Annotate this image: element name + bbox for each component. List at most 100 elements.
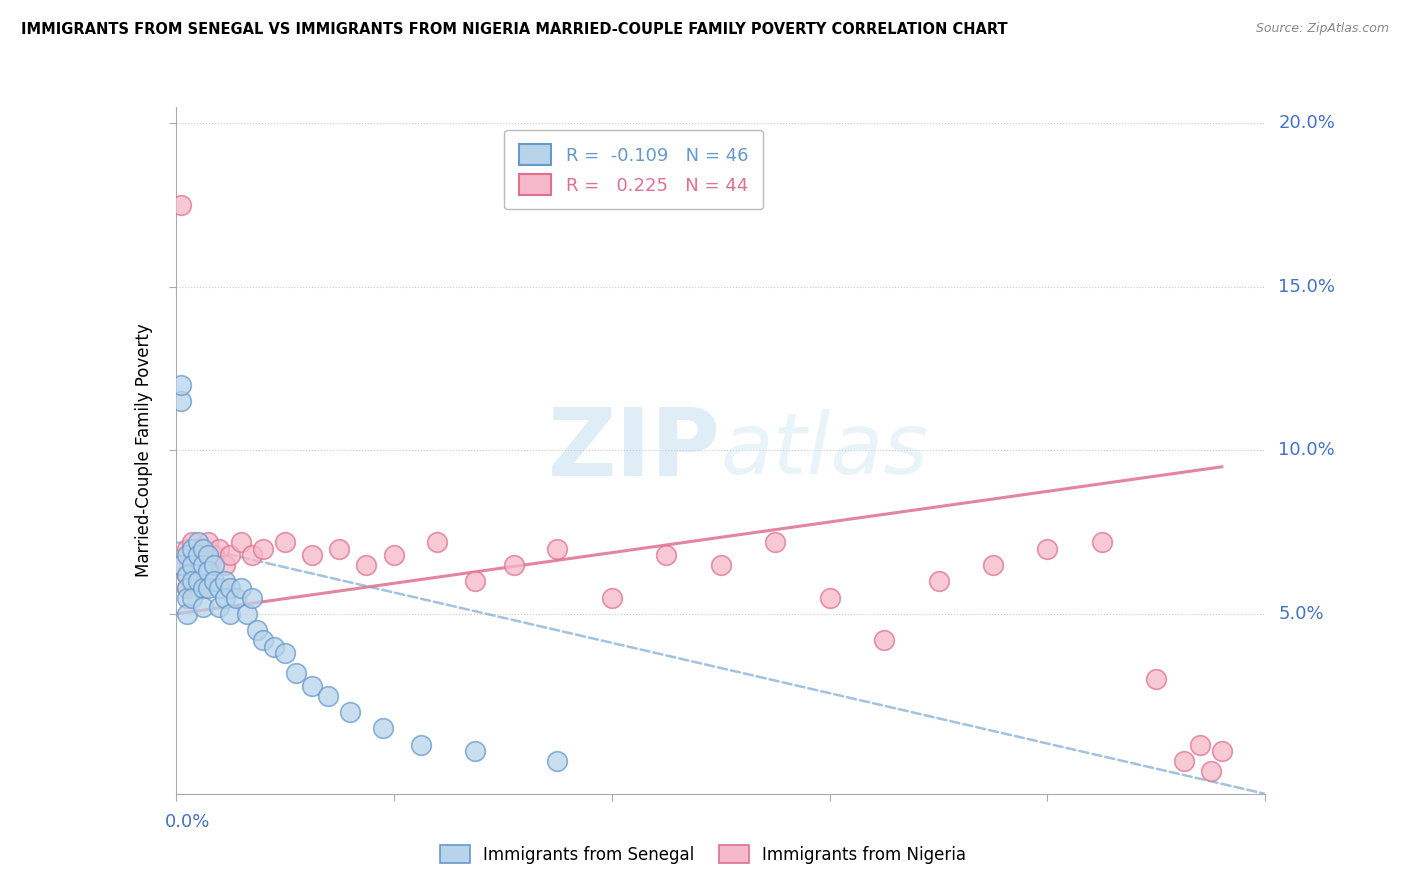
Point — [301, 548, 323, 562]
Point — [208, 581, 231, 595]
Point — [328, 541, 350, 556]
Point — [219, 548, 242, 562]
Point — [546, 754, 568, 768]
Point — [202, 558, 225, 572]
Point — [301, 679, 323, 693]
Point — [191, 558, 214, 572]
Point — [208, 600, 231, 615]
Point — [176, 541, 198, 556]
Text: 10.0%: 10.0% — [1278, 442, 1336, 459]
Point — [1173, 754, 1195, 768]
Point — [763, 535, 786, 549]
Point — [225, 591, 247, 605]
Point — [231, 581, 253, 595]
Point — [202, 548, 225, 562]
Point — [170, 394, 193, 409]
Point — [546, 541, 568, 556]
Point — [176, 567, 198, 582]
Point — [176, 548, 198, 562]
Point — [214, 591, 236, 605]
Text: 15.0%: 15.0% — [1278, 278, 1336, 296]
Text: Source: ZipAtlas.com: Source: ZipAtlas.com — [1256, 22, 1389, 36]
Point — [176, 581, 198, 595]
Point — [197, 581, 219, 595]
Point — [710, 558, 733, 572]
Point — [502, 558, 524, 572]
Text: 5.0%: 5.0% — [1278, 605, 1324, 623]
Point — [181, 535, 204, 549]
Point — [1091, 535, 1114, 549]
Point — [170, 198, 193, 212]
Point — [181, 591, 204, 605]
Point — [1211, 744, 1233, 758]
Point — [240, 548, 263, 562]
Point — [186, 574, 209, 589]
Point — [186, 548, 209, 562]
Point — [231, 535, 253, 549]
Point — [600, 591, 623, 605]
Point — [219, 607, 242, 621]
Point — [464, 744, 486, 758]
Point — [191, 581, 214, 595]
Point — [284, 665, 307, 680]
Point — [235, 607, 257, 621]
Point — [181, 558, 204, 572]
Point — [176, 607, 198, 621]
Point — [170, 378, 193, 392]
Point — [655, 548, 678, 562]
Point — [818, 591, 841, 605]
Point — [409, 738, 432, 752]
Point — [176, 567, 198, 582]
Point — [1199, 764, 1222, 778]
Point — [318, 689, 340, 703]
Point — [208, 541, 231, 556]
Point — [873, 633, 896, 648]
Point — [170, 558, 193, 572]
Point — [339, 705, 361, 719]
Point — [928, 574, 950, 589]
Point — [1189, 738, 1212, 752]
Text: atlas: atlas — [721, 409, 928, 492]
Point — [356, 558, 378, 572]
Point — [1036, 541, 1059, 556]
Text: IMMIGRANTS FROM SENEGAL VS IMMIGRANTS FROM NIGERIA MARRIED-COUPLE FAMILY POVERTY: IMMIGRANTS FROM SENEGAL VS IMMIGRANTS FR… — [21, 22, 1008, 37]
Point — [1144, 673, 1167, 687]
Point — [176, 581, 198, 595]
Point — [240, 591, 263, 605]
Point — [197, 535, 219, 549]
Point — [426, 535, 449, 549]
Point — [252, 541, 274, 556]
Text: 20.0%: 20.0% — [1278, 114, 1336, 132]
Legend: R =  -0.109   N = 46, R =   0.225   N = 44: R = -0.109 N = 46, R = 0.225 N = 44 — [505, 130, 762, 210]
Point — [191, 541, 214, 556]
Point — [191, 548, 214, 562]
Point — [382, 548, 405, 562]
Point — [274, 646, 297, 660]
Y-axis label: Married-Couple Family Poverty: Married-Couple Family Poverty — [135, 324, 153, 577]
Point — [214, 558, 236, 572]
Point — [181, 558, 204, 572]
Point — [170, 558, 193, 572]
Point — [981, 558, 1004, 572]
Point — [274, 535, 297, 549]
Point — [181, 574, 204, 589]
Point — [186, 541, 209, 556]
Point — [191, 600, 214, 615]
Text: ZIP: ZIP — [548, 404, 721, 497]
Point — [176, 591, 198, 605]
Point — [219, 581, 242, 595]
Point — [186, 574, 209, 589]
Text: 0.0%: 0.0% — [165, 814, 211, 831]
Point — [202, 574, 225, 589]
Point — [197, 548, 219, 562]
Legend: Immigrants from Senegal, Immigrants from Nigeria: Immigrants from Senegal, Immigrants from… — [433, 838, 973, 871]
Point — [186, 535, 209, 549]
Point — [197, 565, 219, 579]
Point — [263, 640, 285, 654]
Point — [191, 581, 214, 595]
Point — [252, 633, 274, 648]
Point — [214, 574, 236, 589]
Point — [197, 558, 219, 572]
Point — [181, 541, 204, 556]
Point — [464, 574, 486, 589]
